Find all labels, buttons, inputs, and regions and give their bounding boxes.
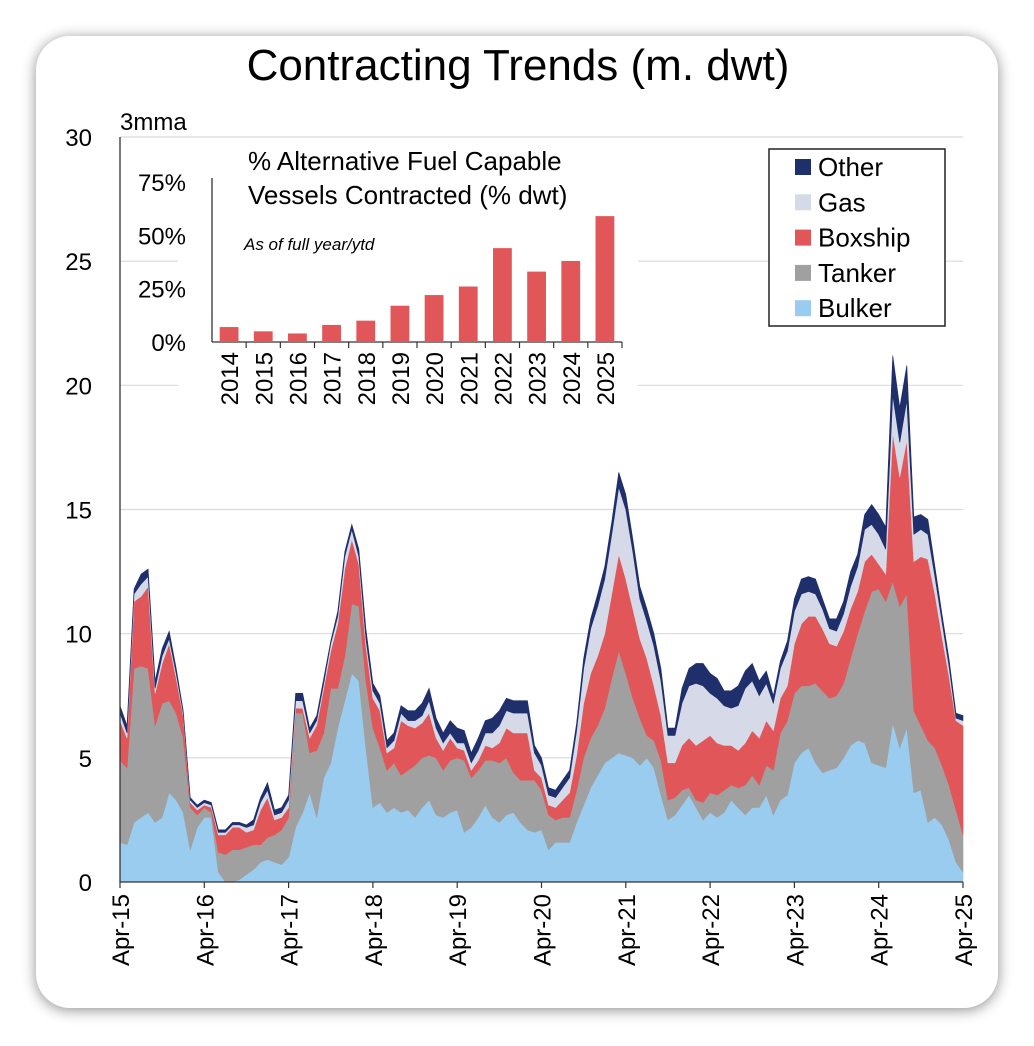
inset-bar-2020 [424,295,444,342]
inset-bar-2015 [253,331,273,342]
inset-chart: % Alternative Fuel Capable Vessels Contr… [138,146,638,428]
x-tick-label: Apr-25 [951,894,978,966]
inset-x-tick-label: 2020 [422,352,449,405]
y-axis-label: 3mma [120,109,187,136]
legend-label-tanker: Tanker [818,258,896,288]
area-series-other [119,355,964,833]
inset-bar-2019 [390,305,410,342]
legend-label-other: Other [818,152,883,182]
inset-bar-2021 [458,286,478,342]
inset-bar-2024 [561,260,581,342]
x-tick-label: Apr-24 [867,894,894,966]
inset-x-tick-label: 2021 [456,352,483,405]
inset-y-tick-label: 25% [138,277,186,304]
inset-bar-2023 [527,271,546,342]
legend-swatch-boxship [795,229,811,246]
inset-bars [219,216,615,342]
legend: Other Gas Boxship Tanker Bulker [768,148,946,327]
legend-label-boxship: Boxship [818,223,911,253]
legend-label-gas: Gas [818,187,866,217]
inset-axes: 0% 25% 50% 75% 2014 2015 2016 2017 2018 2019 2020 2… [138,170,623,405]
inset-title-line-2: Vessels Contracted (% dwt) [248,180,567,210]
x-tick-label: Apr-17 [277,894,304,966]
inset-subtitle: As of full year/ytd [243,235,375,254]
legend-swatch-bulker [795,300,811,317]
y-tick-label: 30 [65,125,92,152]
x-tick-label: Apr-20 [530,894,557,966]
inset-x-tick-label: 2024 [559,352,586,405]
inset-title-line-1: % Alternative Fuel Capable [248,146,562,176]
inset-x-tick-label: 2025 [593,352,620,405]
inset-x-tick-label: 2014 [217,352,244,405]
legend-swatch-tanker [795,264,811,281]
inset-x-tick-label: 2018 [354,352,381,405]
inset-bar-2017 [322,324,341,342]
y-tick-label: 5 [79,746,92,773]
inset-bar-2016 [288,333,307,342]
legend-label-bulker: Bulker [818,293,892,323]
inset-y-tick-label: 75% [138,170,186,197]
x-tick-label: Apr-16 [192,894,219,966]
main-area-series [119,355,964,883]
legend-swatch-other [795,159,811,175]
inset-bar-2018 [356,320,376,342]
y-tick-label: 20 [65,373,92,400]
inset-bar-2022 [493,248,512,342]
y-tick-label: 25 [65,249,92,276]
x-tick-label: Apr-22 [698,894,725,966]
legend-swatch-gas [795,194,811,211]
inset-x-tick-label: 2019 [388,352,415,405]
x-tick-label: Apr-18 [361,894,388,966]
y-tick-label: 15 [65,498,92,525]
x-tick-label: Apr-19 [445,894,472,966]
inset-x-tick-label: 2015 [251,352,278,405]
x-tick-label: Apr-23 [782,894,809,966]
inset-x-tick-label: 2023 [525,352,552,405]
inset-bar-2014 [219,327,239,342]
inset-y-tick-label: 50% [138,223,186,250]
inset-y-tick-label: 0% [151,330,186,357]
inset-x-tick-label: 2017 [320,352,347,405]
inset-x-tick-label: 2016 [285,352,312,405]
y-tick-label: 10 [65,622,92,649]
chart-title: Contracting Trends (m. dwt) [247,41,790,90]
inset-background [178,148,638,428]
x-tick-label: Apr-21 [614,894,641,966]
y-tick-label: 0 [79,870,92,897]
inset-x-tick-label: 2022 [490,352,517,405]
main-axes: Apr-15 Apr-16 Apr-17 Apr-18 Apr-19 Apr-20 Apr-… [108,137,978,966]
x-tick-label: Apr-15 [108,894,135,966]
inset-bar-2025 [595,216,615,342]
